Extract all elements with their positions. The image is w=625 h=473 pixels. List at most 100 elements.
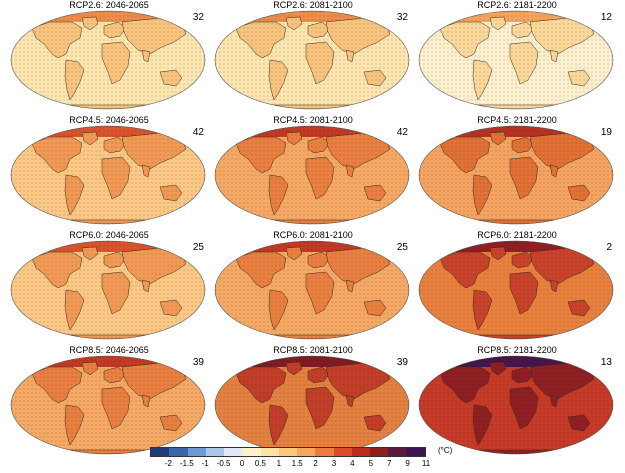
- colorbar-tick-label: -1: [201, 459, 209, 468]
- panel-model-count: 12: [600, 12, 612, 23]
- map-outline: [10, 240, 206, 340]
- map-panel: RCP6.0: 2081-2100 25: [214, 230, 412, 340]
- significance-stippling: [11, 11, 205, 109]
- map-panel: RCP8.5: 2081-2100 39: [214, 345, 412, 455]
- colorbar-tick-label: 0.5: [254, 459, 266, 468]
- panel-model-count: 42: [192, 127, 204, 138]
- significance-stippling: [215, 241, 409, 339]
- world-map: [418, 125, 614, 225]
- map-panel: RCP4.5: 2081-2100 42: [214, 115, 412, 225]
- significance-stippling: [419, 356, 613, 454]
- colorbar-tick-label: 4: [350, 459, 355, 468]
- map-panel: RCP6.0: 2046-2065 25: [10, 230, 208, 340]
- significance-stippling: [215, 126, 409, 224]
- colorbar-tick-label: 1: [276, 459, 282, 468]
- colorbar-tick-label: -2: [164, 459, 172, 468]
- colorbar-tick-label: 11: [421, 459, 431, 468]
- map-panel: RCP2.6: 2046-2065 32: [10, 0, 208, 110]
- map-panel: RCP6.0: 2181-2200 2: [418, 230, 616, 340]
- colorbar-cell: [260, 448, 279, 456]
- colorbar-cells: [150, 447, 426, 457]
- colorbar-tick-label: 0: [239, 459, 245, 468]
- map-panel: RCP4.5: 2181-2200 19: [418, 115, 616, 225]
- panel-title: RCP4.5: 2181-2200: [477, 115, 557, 125]
- map-outline: [10, 355, 206, 455]
- colorbar-cell: [151, 448, 170, 456]
- panel-title: RCP2.6: 2046-2065: [69, 0, 149, 10]
- significance-stippling: [11, 126, 205, 224]
- significance-stippling: [11, 241, 205, 339]
- world-map: [214, 240, 410, 340]
- panel-model-count: 19: [600, 127, 612, 138]
- map-panel: RCP4.5: 2046-2065 42: [10, 115, 208, 225]
- world-map: [418, 240, 614, 340]
- panel-model-count: 25: [192, 242, 204, 253]
- significance-stippling: [11, 356, 205, 454]
- panel-title: RCP6.0: 2046-2065: [69, 230, 149, 240]
- map-outline: [214, 125, 410, 225]
- map-outline: [10, 125, 206, 225]
- panel-model-count: 13: [600, 357, 612, 368]
- map-outline: [418, 125, 614, 225]
- colorbar-tick-label: 9: [405, 459, 410, 468]
- colorbar-unit-label: (°C): [438, 446, 453, 455]
- panel-model-count: 32: [192, 12, 204, 23]
- panel-model-count: 42: [396, 127, 408, 138]
- map-outline: [214, 10, 410, 110]
- panel-model-count: 2: [606, 242, 612, 253]
- colorbar-cell: [297, 448, 316, 456]
- colorbar-legend: (°C) -2 -1.5 -1 -0.5 0 0.5 1 1.5 2 3 4 5 7 9 11: [150, 446, 470, 473]
- world-map: [214, 355, 410, 455]
- significance-stippling: [419, 11, 613, 109]
- panel-title: RCP8.5: 2046-2065: [69, 345, 149, 355]
- map-outline: [418, 240, 614, 340]
- panel-title: RCP8.5: 2181-2200: [477, 345, 557, 355]
- colorbar-cell: [169, 448, 188, 456]
- significance-stippling: [419, 241, 613, 339]
- colorbar-cell: [315, 448, 334, 456]
- world-map: [418, 10, 614, 110]
- colorbar-tick-label: 2: [313, 459, 318, 468]
- map-panel: RCP2.6: 2081-2100 32: [214, 0, 412, 110]
- colorbar-cell: [351, 448, 371, 456]
- significance-stippling: [215, 11, 409, 109]
- panel-title: RCP2.6: 2181-2200: [477, 0, 557, 10]
- colorbar-cell: [187, 448, 206, 456]
- panel-title: RCP6.0: 2181-2200: [477, 230, 557, 240]
- map-outline: [10, 10, 206, 110]
- panel-model-count: 25: [396, 242, 408, 253]
- world-map: [10, 240, 206, 340]
- world-map: [214, 10, 410, 110]
- world-map: [418, 355, 614, 455]
- colorbar-tick-label: 3: [331, 459, 337, 468]
- panel-title: RCP4.5: 2046-2065: [69, 115, 149, 125]
- colorbar-cell: [388, 448, 407, 456]
- panel-model-count: 39: [396, 357, 408, 368]
- panel-model-count: 39: [192, 357, 204, 368]
- map-outline: [214, 240, 410, 340]
- panel-title: RCP8.5: 2081-2100: [273, 345, 353, 355]
- significance-stippling: [215, 356, 409, 454]
- colorbar-cell: [406, 448, 425, 456]
- colorbar-cell: [333, 448, 352, 456]
- colorbar-tick-label: -0.5: [216, 459, 231, 468]
- significance-stippling: [419, 126, 613, 224]
- world-map: [10, 355, 206, 455]
- panel-title: RCP2.6: 2081-2100: [273, 0, 353, 10]
- colorbar-cell: [205, 448, 225, 456]
- world-map: [214, 125, 410, 225]
- colorbar-cell: [224, 448, 243, 456]
- world-map: [10, 125, 206, 225]
- colorbar-tick-label: -1.5: [179, 459, 194, 468]
- colorbar-cell: [278, 448, 298, 456]
- map-panel: RCP2.6: 2181-2200 12: [418, 0, 616, 110]
- map-outline: [418, 10, 614, 110]
- colorbar-cell: [242, 448, 261, 456]
- map-panel: RCP8.5: 2181-2200 13: [418, 345, 616, 455]
- colorbar-tick-label: 7: [386, 459, 392, 468]
- panel-title: RCP4.5: 2081-2100: [273, 115, 353, 125]
- world-map: [10, 10, 206, 110]
- panel-model-count: 32: [396, 12, 408, 23]
- map-panel: RCP8.5: 2046-2065 39: [10, 345, 208, 455]
